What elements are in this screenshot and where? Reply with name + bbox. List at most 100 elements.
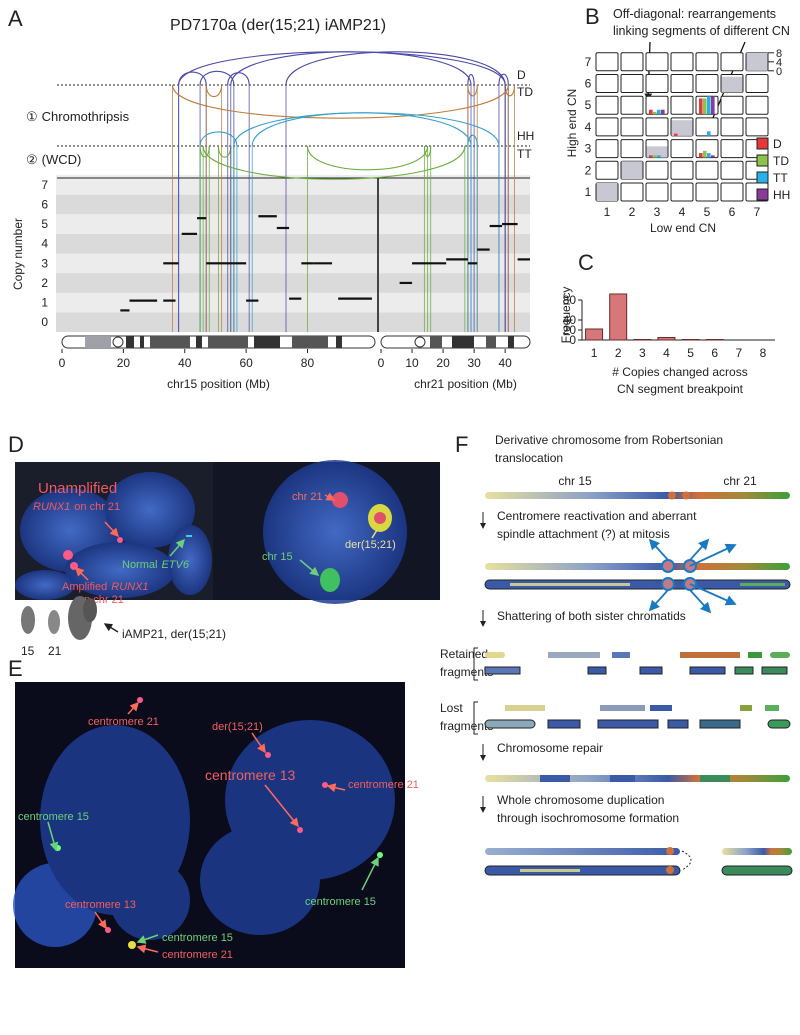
grid-cell — [720, 117, 744, 137]
x-axis-label: # Copies changed across — [612, 365, 747, 379]
grid-band — [56, 312, 530, 332]
step-text: Whole chromosome duplication — [497, 793, 664, 807]
grid-cell — [745, 74, 769, 93]
grid-cell — [670, 74, 694, 93]
step-text: Centromere reactivation and aberrant — [497, 509, 697, 523]
step-text: spindle attachment (?) at mitosis — [497, 527, 670, 541]
x-tick-label: 3 — [654, 205, 661, 219]
grid-band — [56, 175, 530, 195]
rearrangement-arc — [467, 73, 475, 86]
x-tick-label: 6 — [729, 205, 736, 219]
x-tick-label: 5 — [687, 346, 694, 360]
cell-bar — [707, 96, 711, 115]
scale-label: 0 — [776, 66, 782, 78]
grid-cell — [670, 95, 694, 115]
panel-c: C Frequency # Copies changed across CN s… — [559, 250, 775, 396]
fish-label: chr 15 — [262, 551, 293, 563]
y-tick-label: 4 — [585, 120, 592, 134]
grid-cell — [670, 139, 694, 159]
grid-cell — [695, 160, 719, 180]
grid-cell — [745, 117, 769, 137]
rearrangement-arc — [230, 51, 472, 86]
x-tick-label: 40 — [498, 356, 512, 370]
grid-band — [56, 214, 530, 234]
x-tick-label: 2 — [615, 346, 622, 360]
y-tick-label: 0 — [41, 315, 48, 329]
legend-label: HH — [773, 188, 790, 202]
x-tick-label: 1 — [604, 205, 611, 219]
arrow — [104, 521, 120, 538]
same-cn-bar — [646, 146, 668, 158]
edge-type-label: TD — [517, 85, 533, 99]
cell-bar — [649, 155, 653, 158]
process-number: ① — [26, 109, 38, 124]
rearrangement-arc — [233, 112, 500, 147]
grid-cell — [720, 95, 744, 115]
y-tick-label: 40 — [563, 313, 577, 327]
lost-fragments — [484, 705, 791, 729]
y-axis-label: Frequency — [559, 287, 573, 344]
y-tick-label: 3 — [41, 256, 48, 270]
grid-cell — [695, 182, 719, 202]
panel-f: F Derivative chromosome from Robertsonia… — [440, 432, 793, 876]
panel-title: linking segments of different CN — [613, 24, 790, 38]
x-tick-label: 20 — [436, 356, 450, 370]
bar — [705, 339, 724, 341]
karyotype-label: 15 — [21, 644, 35, 658]
same-cn-bar — [721, 76, 743, 93]
x-tick-label: 3 — [639, 346, 646, 360]
chromosome-label: chr 21 — [723, 474, 757, 488]
grid-cell — [720, 52, 744, 72]
arrow — [103, 623, 119, 633]
y-axis-label: Copy number — [11, 218, 25, 290]
panel-d: D Unamplified RUNX1 on chr 21 Normal ETV6 … — [8, 432, 440, 658]
process-label: ① Chromothripsis — [26, 109, 130, 124]
fish-label: centromere 15 — [162, 932, 233, 944]
bracket — [473, 647, 478, 681]
fish-label: der(15;21) — [345, 539, 396, 551]
x-tick-label: 8 — [760, 346, 767, 360]
y-tick-label: 2 — [41, 276, 48, 290]
nuclei — [15, 460, 407, 604]
karyotype-image — [21, 596, 97, 640]
cell-bar — [661, 109, 665, 115]
x-tick-label: 30 — [467, 356, 481, 370]
x-tick-label: 5 — [704, 205, 711, 219]
fish-label: centromere 15 — [18, 811, 89, 823]
rearrangement-arc — [467, 84, 478, 97]
rearrangement-arc — [467, 134, 478, 147]
gene: RUNX1 — [33, 501, 70, 513]
process-text: (WCD) — [42, 152, 82, 167]
same-cn-bar — [671, 120, 693, 136]
fish-label: RUNX1 on chr 21 — [33, 501, 120, 513]
cell-bar — [699, 98, 703, 115]
cell-bar — [707, 153, 711, 158]
legend-swatch — [756, 171, 769, 184]
edge-type-label: HH — [517, 129, 534, 143]
bracket — [473, 701, 478, 735]
karyotype-label: iAMP21, der(15;21) — [122, 627, 226, 641]
process-number: ② — [26, 152, 38, 167]
x-axis-label: chr21 position (Mb) — [414, 377, 517, 391]
cell-bar — [657, 155, 661, 158]
arrow — [74, 566, 89, 581]
grid-band — [56, 292, 530, 313]
cell-bar — [653, 155, 657, 158]
y-tick-label: 2 — [585, 163, 592, 177]
legend-swatch — [756, 137, 769, 150]
panel-a: A PD7170a (der(15;21) iAMP21) ① Chromothr… — [8, 6, 534, 391]
y-tick-label: 4 — [41, 237, 48, 251]
bar — [657, 337, 676, 341]
x-tick-label: 80 — [301, 356, 315, 370]
grid-cell — [645, 117, 669, 137]
x-tick-label: 60 — [239, 356, 253, 370]
x-axis-label: CN segment breakpoint — [617, 382, 744, 396]
cell-bar — [699, 153, 703, 158]
grid-cell — [670, 52, 694, 72]
legend-swatch — [756, 154, 769, 167]
process-label: ② (WCD) — [26, 152, 81, 167]
grid-band — [56, 253, 530, 274]
panel-letter: A — [8, 6, 23, 31]
fish-label: Amplified RUNX1 — [62, 581, 149, 593]
grid-cell — [670, 160, 694, 180]
